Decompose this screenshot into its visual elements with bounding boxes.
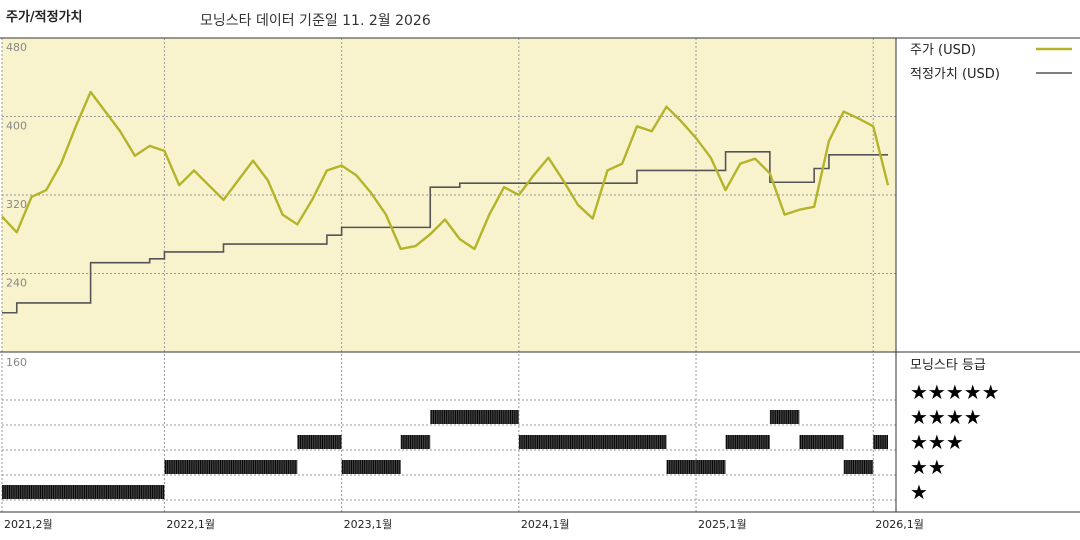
rating-level-label: ★★ <box>910 455 946 479</box>
y-tick-label: 160 <box>6 356 27 369</box>
rating-segment <box>164 460 298 474</box>
rating-segment <box>400 435 431 449</box>
fair-value-line <box>2 151 888 314</box>
rating-bar <box>2 485 165 499</box>
x-tick-label: 2024,1월 <box>521 518 570 531</box>
chart-subtitle: 모닝스타 데이터 기준일 11. 2월 2026 <box>200 13 431 29</box>
rating-segment <box>696 460 726 474</box>
rating-level-label: ★★★★ <box>910 405 982 429</box>
rating-segment <box>769 410 800 424</box>
rating-segment <box>799 435 844 449</box>
rating-segment <box>666 460 697 474</box>
chart-title: 주가/적정가치 <box>6 10 83 25</box>
y-tick-label: 400 <box>6 120 27 133</box>
x-tick-label: 2025,1월 <box>698 518 747 531</box>
price-line <box>1 90 890 251</box>
rating-segment <box>430 410 519 424</box>
rating-bar <box>799 435 844 449</box>
y-tick-label: 240 <box>6 277 27 290</box>
rating-level-label: ★ <box>910 480 928 504</box>
x-tick-label: 2026,1월 <box>875 518 924 531</box>
rating-bar <box>725 435 770 449</box>
rating-segment <box>873 435 888 449</box>
rating-segment <box>843 460 874 474</box>
x-tick-label: 2022,1월 <box>166 518 215 531</box>
rating-segment <box>518 435 667 449</box>
y-tick-label: 480 <box>6 41 27 54</box>
rating-segment <box>2 485 165 499</box>
rating-bar <box>297 435 342 449</box>
x-tick-label: 2023,1월 <box>344 518 393 531</box>
rating-legend-title: 모닝스타 등급 <box>910 358 986 373</box>
rating-level-label: ★★★ <box>910 430 964 454</box>
rating-segment <box>297 435 342 449</box>
rating-level-label: ★★★★★ <box>910 380 1000 404</box>
rating-bar <box>430 410 519 424</box>
x-tick-label: 2021,2월 <box>4 518 53 531</box>
legend-price-label: 주가 (USD) <box>910 43 976 58</box>
rating-segment <box>341 460 401 474</box>
rating-segment <box>725 435 770 449</box>
y-tick-label: 320 <box>6 198 27 211</box>
legend-fair-value-label: 적정가치 (USD) <box>910 67 1000 82</box>
price-panel-background <box>2 38 896 352</box>
